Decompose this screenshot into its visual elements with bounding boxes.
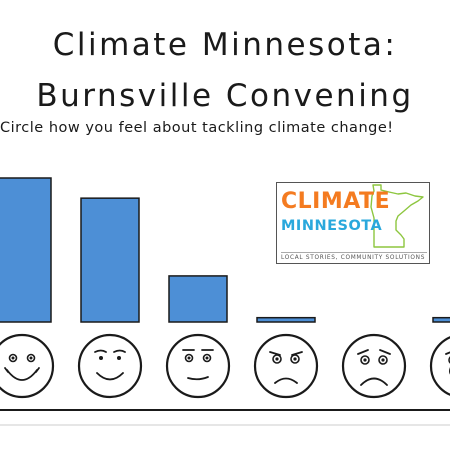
chart-title-line-1: Climate Minnesota: (52, 27, 398, 63)
minnesota-state-outline-icon (370, 184, 424, 248)
logo-word-minnesota: MINNESOTA (281, 218, 383, 234)
bar-worried-face (256, 316, 316, 323)
bar-very-happy-face (0, 177, 52, 323)
crying-face-icon (429, 336, 450, 396)
face-labels (0, 333, 450, 399)
sad-face-icon (341, 333, 407, 399)
neutral-face-icon (165, 333, 231, 399)
logo-word-climate: CLIMATE (281, 189, 391, 214)
chart-subtitle: Circle how you feel about tackling clima… (0, 120, 394, 136)
logo-tagline: LOCAL STORIES, COMMUNITY SOLUTIONS (281, 252, 427, 261)
chart-title-line-2: Burnsville Convening (36, 78, 414, 114)
bars (0, 177, 450, 323)
very-happy-face-icon (0, 333, 55, 399)
bar-crying-face (432, 316, 450, 323)
climate-minnesota-logo: CLIMATE MINNESOTA LOCAL STORIES, COMMUNI… (276, 182, 430, 264)
bar-happy-face (80, 197, 140, 323)
bar-neutral-face (168, 275, 228, 323)
happy-face-icon (77, 333, 143, 399)
worried-face-icon (253, 333, 319, 399)
